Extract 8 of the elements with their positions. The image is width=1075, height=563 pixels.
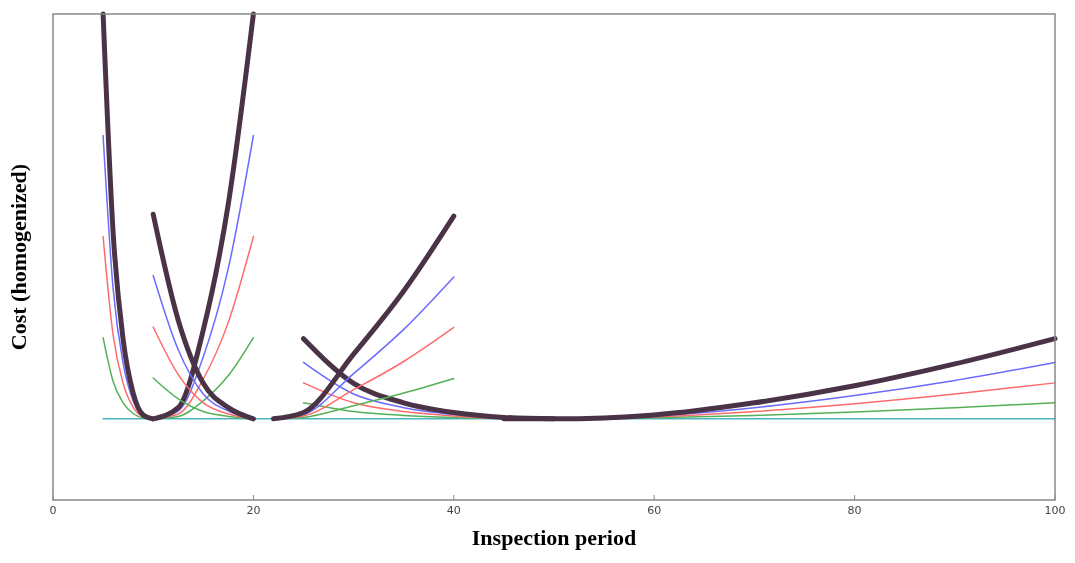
x-tick-label: 20 [246, 504, 261, 517]
x-tick-label: 100 [1044, 504, 1066, 517]
x-tick-label: 80 [847, 504, 862, 517]
x-tick-label: 40 [446, 504, 461, 517]
x-axis-title: Inspection period [471, 525, 637, 550]
x-tick-label: 0 [49, 504, 57, 517]
x-tick-label: 60 [647, 504, 662, 517]
y-axis-title: Cost (homogenized) [6, 163, 31, 351]
